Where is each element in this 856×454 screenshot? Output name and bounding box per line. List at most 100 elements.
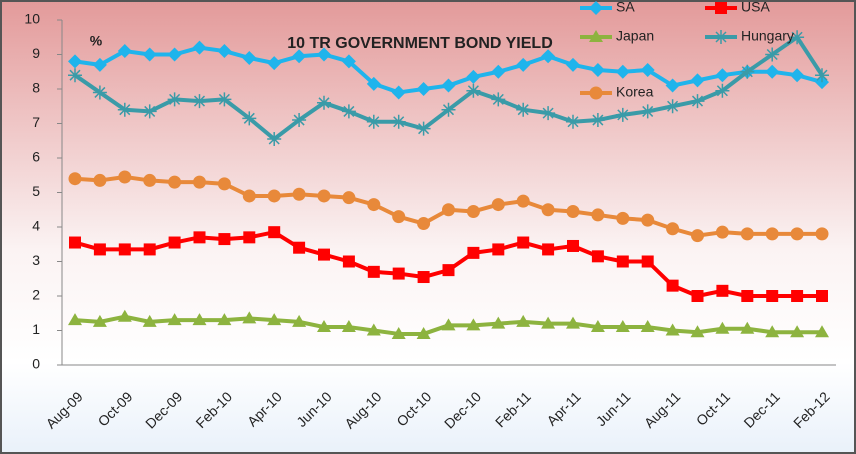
legend-label: SA [616, 0, 635, 15]
data-point [68, 54, 82, 69]
data-point [292, 49, 307, 64]
data-point [715, 321, 730, 334]
data-point [591, 250, 604, 263]
data-point [293, 241, 306, 254]
data-point [616, 211, 630, 225]
data-point [93, 243, 106, 256]
data-point [715, 83, 730, 98]
data-point [665, 323, 680, 336]
data-point [542, 243, 555, 256]
data-point [68, 313, 82, 326]
data-point [790, 30, 805, 45]
data-point [765, 47, 780, 62]
data-point [68, 68, 82, 83]
data-point [466, 318, 481, 331]
data-point [765, 325, 780, 338]
data-point [217, 92, 232, 107]
data-point [341, 54, 356, 69]
data-point [366, 323, 381, 336]
data-point [392, 210, 406, 224]
data-point [292, 314, 307, 327]
data-point [441, 318, 456, 331]
data-point [516, 194, 530, 208]
data-point [168, 175, 182, 189]
data-point [665, 99, 680, 114]
data-point [517, 236, 530, 249]
data-point [640, 104, 655, 119]
data-point [243, 231, 256, 244]
data-point [117, 309, 132, 322]
legend-label: Korea [616, 84, 654, 100]
legend-label: Japan [616, 28, 654, 44]
data-point [791, 290, 804, 302]
y-tick-label: 3 [32, 252, 40, 268]
data-point [541, 316, 556, 329]
data-point [740, 227, 754, 241]
data-point [416, 121, 431, 136]
data-point [118, 243, 131, 256]
data-point [68, 172, 82, 186]
data-point [193, 231, 206, 244]
data-point [367, 265, 380, 278]
data-point [541, 106, 556, 121]
data-point [92, 85, 107, 100]
data-point [567, 239, 579, 252]
data-point [391, 85, 406, 100]
data-point [740, 321, 755, 334]
y-tick-label: 7 [32, 114, 40, 130]
data-point [466, 204, 480, 218]
data-point [590, 113, 605, 128]
data-point [491, 316, 506, 329]
data-point [392, 267, 405, 280]
data-point [142, 314, 157, 327]
data-point [615, 320, 630, 333]
data-point [217, 313, 232, 326]
data-point [292, 187, 306, 201]
data-point [516, 314, 531, 327]
data-point [815, 227, 829, 241]
data-point [640, 63, 655, 78]
data-point [765, 227, 779, 241]
data-point [366, 114, 381, 129]
data-point [566, 316, 580, 329]
data-point [516, 57, 531, 72]
data-point [143, 243, 156, 256]
data-point [815, 325, 829, 338]
data-point [715, 225, 729, 239]
y-tick-label: 6 [32, 149, 40, 165]
data-point [143, 173, 157, 187]
data-point [242, 111, 257, 126]
data-point [491, 92, 506, 107]
data-point [641, 255, 654, 268]
data-point [691, 229, 704, 243]
data-point [615, 107, 630, 122]
data-point [441, 78, 456, 93]
data-point [192, 40, 207, 55]
data-point [317, 95, 331, 110]
data-point [92, 57, 107, 72]
data-point [167, 47, 182, 62]
data-point [765, 64, 780, 79]
data-point [766, 290, 779, 302]
data-point [242, 50, 257, 65]
data-point [591, 208, 605, 222]
legend-label: USA [741, 0, 770, 15]
legend-marker [589, 1, 603, 15]
data-point [217, 177, 231, 191]
data-point [341, 104, 356, 119]
data-point [590, 63, 605, 78]
data-point [516, 102, 531, 117]
data-point [541, 203, 555, 217]
data-point [441, 102, 456, 117]
data-point [741, 290, 754, 302]
data-point [690, 325, 705, 338]
data-point [292, 113, 307, 128]
data-point [217, 44, 232, 59]
data-point [616, 255, 629, 268]
data-point [640, 320, 655, 333]
y-tick-label: 0 [32, 356, 40, 372]
data-point [566, 204, 580, 218]
data-point [391, 326, 406, 339]
data-point [93, 173, 107, 187]
